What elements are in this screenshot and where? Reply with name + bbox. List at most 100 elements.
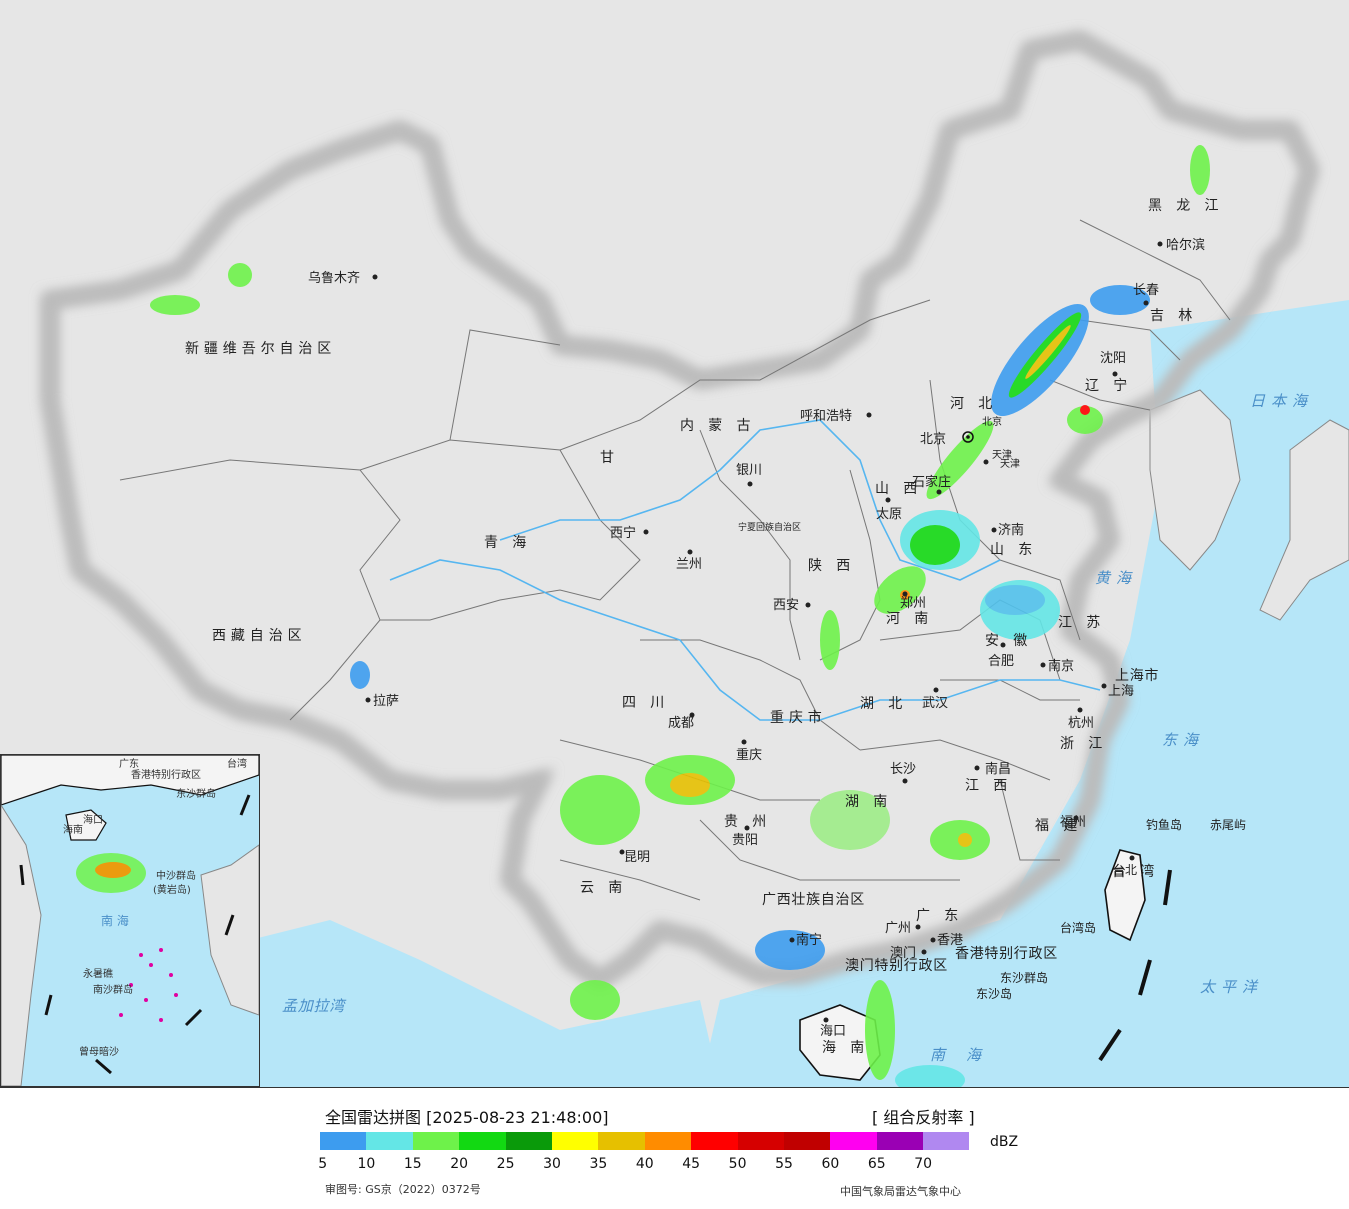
province-label: 天津 (992, 449, 1012, 461)
inset-label: (黄岩岛) (153, 883, 191, 896)
color-swatch (644, 1132, 692, 1150)
province-label: 湖 南 (845, 794, 892, 810)
city-label: 西宁 (610, 525, 636, 541)
city-label: 香港 (937, 933, 963, 948)
city-label: 武汉 (922, 696, 948, 711)
scale-tick-label: 5 (318, 1156, 328, 1172)
color-swatch (876, 1132, 924, 1150)
beijing-capital-dot (966, 435, 970, 439)
color-swatch (737, 1132, 784, 1150)
color-swatch (598, 1132, 645, 1150)
sea-label: 日本海 (1250, 392, 1313, 410)
city-label: 贵阳 (732, 833, 758, 848)
province-label: 上海市 (1115, 667, 1159, 684)
province-label: 山 西 (875, 481, 922, 497)
inset-label: 南 海 (101, 913, 129, 928)
province-label: 广 东 (916, 908, 963, 924)
hainan-island (799, 1004, 881, 1081)
province-label: 湖 北 (860, 696, 907, 712)
province-label: 重庆市 (770, 709, 827, 726)
scale-tick-label: 40 (635, 1156, 654, 1172)
city-label: 上海 (1108, 684, 1134, 699)
province-label: 内 蒙 古 (680, 418, 755, 434)
radar-legend: 全国雷达拼图 [2025-08-23 21:48:00] [ 组合反射率 ] d… (0, 1087, 1349, 1209)
city-label: 杭州 (1068, 716, 1094, 731)
city-label: 长沙 (890, 762, 916, 777)
color-scale-ticks: 5 10 15 20 25 30 35 40 45 50 55 60 65 70 (318, 1156, 1020, 1174)
city-label: 南宁 (796, 932, 822, 948)
color-swatch (923, 1132, 970, 1150)
city-label: 南昌 (985, 761, 1011, 777)
scale-tick-label: 60 (821, 1156, 840, 1172)
city-label: 福州 (1060, 815, 1086, 830)
province-label: 云 南 (580, 880, 627, 896)
sea-label: 孟加拉湾 (282, 997, 347, 1015)
province-label: 西藏自治区 (212, 628, 307, 644)
sea-labels: 日本海 黄海 东海 太平洋 孟加拉湾 南海 (282, 392, 1313, 1064)
inset-label: 永暑礁 (83, 967, 113, 980)
scale-tick-label: 10 (357, 1156, 376, 1172)
province-label: 黑 龙 江 (1148, 198, 1223, 214)
scale-tick-label: 70 (914, 1156, 933, 1172)
sea-label: 黄海 (1095, 569, 1137, 587)
city-label: 兰州 (676, 557, 702, 572)
scale-tick-label: 20 (450, 1156, 469, 1172)
city-label: 广州 (885, 921, 911, 936)
province-label: 宁夏回族自治区 (738, 521, 801, 533)
city-label: 济南 (998, 522, 1024, 538)
color-swatch (412, 1132, 460, 1150)
color-scale (320, 1132, 970, 1150)
province-label: 河 南 (886, 611, 933, 627)
korea-peninsula (1149, 389, 1241, 571)
city-label: 重庆 (736, 747, 762, 763)
color-swatch (691, 1132, 738, 1150)
city-labels: 乌鲁木齐 拉萨 西宁 兰州 银川 呼和浩特 西安 太原 石家庄 北京 天津 济南… (308, 237, 1205, 1039)
city-label: 昆明 (624, 850, 650, 865)
province-label: 海 南 (822, 1040, 869, 1056)
city-label: 哈尔滨 (1166, 237, 1205, 253)
color-swatch (366, 1132, 413, 1150)
province-label: 广西壮族自治区 (762, 892, 865, 908)
scale-tick-label: 15 (403, 1156, 422, 1172)
inset-label: 海南 (63, 823, 83, 836)
city-label: 成都 (668, 716, 694, 731)
island-label: 东沙岛 (976, 986, 1012, 1001)
color-swatch (505, 1132, 552, 1150)
province-label: 北京 (982, 415, 1002, 428)
data-credit: 中国气象局雷达气象中心 (840, 1185, 961, 1198)
color-swatch (459, 1132, 506, 1150)
island-label: 东沙群岛 (1000, 970, 1048, 985)
city-label: 澳门 (890, 945, 916, 961)
city-label: 郑州 (900, 596, 926, 611)
island-label: 赤尾屿 (1210, 818, 1246, 832)
province-label: 贵 州 (724, 814, 771, 830)
inset-nine-dash (19, 794, 251, 1075)
inset-indochina (1, 804, 42, 1086)
inset-canvas: 香港特别行政区 广东 海口 海南 东沙群岛 中沙群岛 (黄岩岛) 南 海 永暑礁… (1, 755, 259, 1086)
province-label: 山 东 (990, 542, 1037, 558)
city-label: 天津 (1000, 458, 1020, 470)
bay-of-bengal-water (240, 920, 720, 1087)
city-label: 呼和浩特 (800, 409, 852, 424)
province-label: 青 海 (484, 535, 531, 551)
inset-label: 东沙群岛 (176, 787, 216, 800)
japan-land (1259, 419, 1349, 621)
province-label: 河 北 (950, 396, 997, 412)
inset-hainan (65, 809, 107, 841)
city-label: 沈阳 (1100, 351, 1126, 366)
city-label: 北京 (920, 432, 946, 447)
inset-label: 广东 (119, 757, 139, 770)
radar-map: 新疆维吾尔自治区 西藏自治区 青 海 甘 内 蒙 古 宁夏回族自治区 陕 西 山… (0, 0, 1349, 1087)
city-label: 南京 (1048, 658, 1074, 674)
province-label: 台 湾 (1112, 863, 1159, 880)
province-label: 安 徽 (985, 633, 1032, 649)
city-label: 拉萨 (373, 694, 399, 709)
province-label: 吉 林 (1150, 308, 1197, 324)
sea-label: 东海 (1162, 731, 1204, 749)
inset-label: 台湾 (227, 757, 247, 770)
beijing-capital-marker (962, 431, 974, 443)
radar-echoes (150, 145, 1210, 1087)
city-label: 太原 (876, 507, 902, 522)
province-label: 江 西 (965, 778, 1012, 794)
island-labels: 钓鱼岛 赤尾屿 台湾岛 东沙群岛 东沙岛 (976, 817, 1246, 1001)
